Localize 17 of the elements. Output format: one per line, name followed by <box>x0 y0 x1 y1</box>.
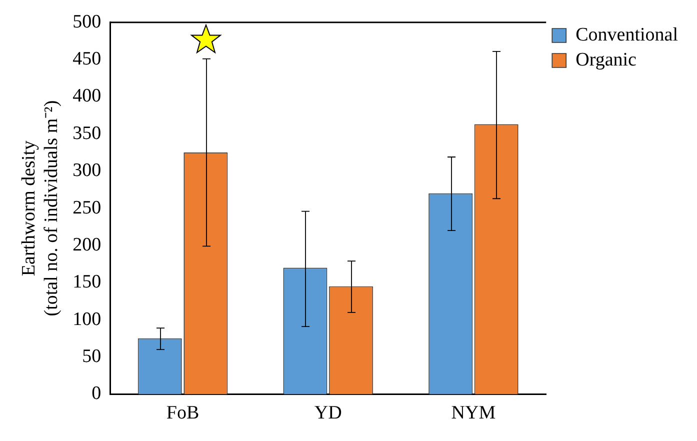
y-tick-label: 150 <box>72 272 102 293</box>
x-tick-label: NYM <box>451 402 496 424</box>
y-tick-label: 400 <box>72 86 102 107</box>
y-tick-label: 450 <box>72 48 102 70</box>
y-tick-label: 500 <box>72 11 102 32</box>
y-tick-label: 300 <box>72 160 102 182</box>
y-tick-label: 0 <box>92 383 102 404</box>
x-tick-label: FoB <box>166 402 200 424</box>
legend-label: Organic <box>576 49 636 70</box>
y-tick-label: 250 <box>72 197 102 218</box>
legend-label: Conventional <box>576 24 678 46</box>
y-tick-label: 100 <box>72 308 102 330</box>
y-tick-label: 200 <box>72 234 102 256</box>
x-tick-label: YD <box>314 402 342 424</box>
y-tick-label: 50 <box>82 346 102 368</box>
y-axis-title: Earthworm desity (total no. of individuals m⁻²) <box>18 100 62 316</box>
y-tick-label: 350 <box>72 122 102 144</box>
